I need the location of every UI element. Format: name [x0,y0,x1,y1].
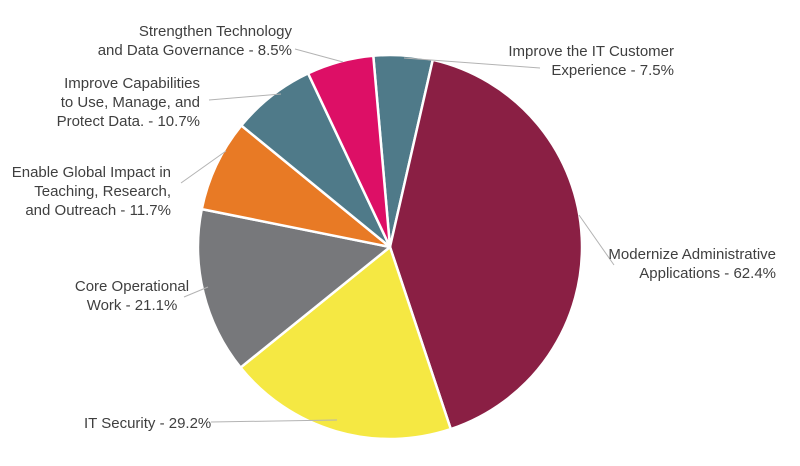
slice-label-enable-global-impact: Enable Global Impact in Teaching, Resear… [12,163,171,220]
leader-line [403,57,541,69]
slice-label-line: Experience - 7.5% [551,62,674,79]
slice-label-core-operational-work: Core Operational Work - 21.1% [22,277,242,315]
slice-label-line: Protect Data. - 10.7% [56,113,200,130]
pie-slice-modernize-administrative-applications [388,58,584,431]
pie-slice-it-security [239,245,453,441]
slice-label-line: Modernize Administrative [608,246,776,263]
slice-label-line: IT Security - 29.2% [84,415,212,432]
leader-line [183,286,209,298]
slice-label-line: Improve the IT Customer [508,43,674,60]
slice-label-modernize-administrative-applications: Modernize Administrative Applications - … [608,245,776,283]
slice-label-improve-capabilities: Improve Capabilities to Use, Manage, and… [57,74,200,131]
slice-label-line: and Outreach - 11.7% [25,202,171,219]
leader-line [294,48,344,63]
slice-label-line: to Use, Manage, and [60,94,200,111]
slice-label-line: and Data Governance - 8.5% [97,42,292,59]
slice-label-line: Teaching, Research, [34,183,171,200]
pie-slice-core-operational-work [196,207,392,369]
leader-line [578,214,615,266]
slice-label-strengthen-technology: Strengthen Technology and Data Governanc… [98,22,292,60]
slice-label-improve-it-customer-experience: Improve the IT Customer Experience - 7.5… [508,42,674,80]
slice-label-line: Enable Global Impact in [11,164,171,181]
slice-label-line: Work - 21.1% [86,297,178,314]
leader-line [210,419,338,423]
leader-line [208,93,282,101]
slice-label-line: Improve Capabilities [64,75,200,92]
slice-label-line: Applications - 62.4% [639,265,776,282]
leader-line [180,150,227,184]
slice-label-line: Strengthen Technology [138,23,292,40]
slice-label-line: Core Operational [74,278,190,295]
pie-slice-enable-global-impact-in-teaching-research-and-outreach [200,124,392,249]
slice-label-it-security: IT Security - 29.2% [84,414,211,433]
